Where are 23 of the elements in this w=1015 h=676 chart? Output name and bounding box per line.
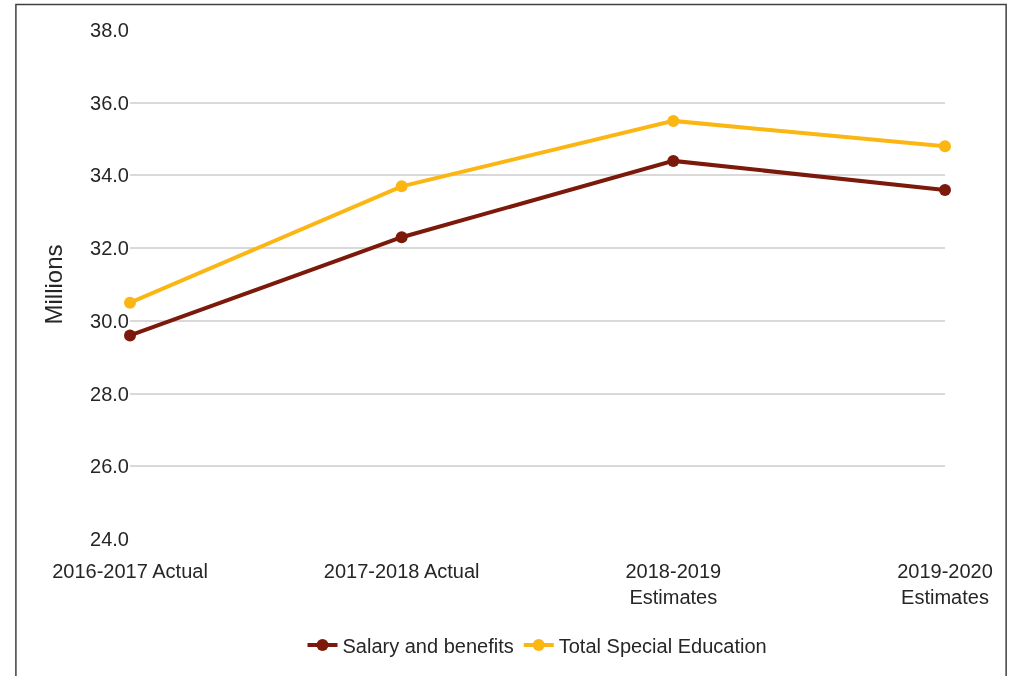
point	[667, 154, 680, 167]
y-tick-label: 38.0	[90, 19, 129, 41]
point	[124, 329, 136, 342]
y-axis-title: Millions	[40, 244, 68, 325]
x-tick-label: 2018-2019 Estimates	[625, 560, 722, 608]
x-tick-label: 2016-2017 Actual	[52, 560, 208, 582]
y-tick-label: 26.0	[90, 455, 129, 478]
y-tick-label: 32.0	[90, 237, 129, 260]
point	[395, 231, 408, 244]
point	[395, 180, 408, 193]
point	[667, 114, 680, 127]
y-tick-label: 30.0	[90, 309, 129, 332]
x-tick-label: 2017-2018 Actual	[323, 560, 480, 582]
point	[939, 183, 951, 196]
y-tick-label: 34.0	[90, 164, 129, 187]
y-tick-label: 24.0	[90, 528, 129, 550]
legend-label: Salary and benefits	[342, 634, 514, 657]
point	[124, 296, 136, 309]
y-tick-label: 36.0	[90, 91, 129, 114]
legend-label: Total Special Education	[558, 634, 767, 657]
y-tick-label: 28.0	[90, 382, 129, 405]
x-tick-label: 2019-2020 Estimates	[897, 560, 993, 608]
point	[939, 140, 951, 153]
